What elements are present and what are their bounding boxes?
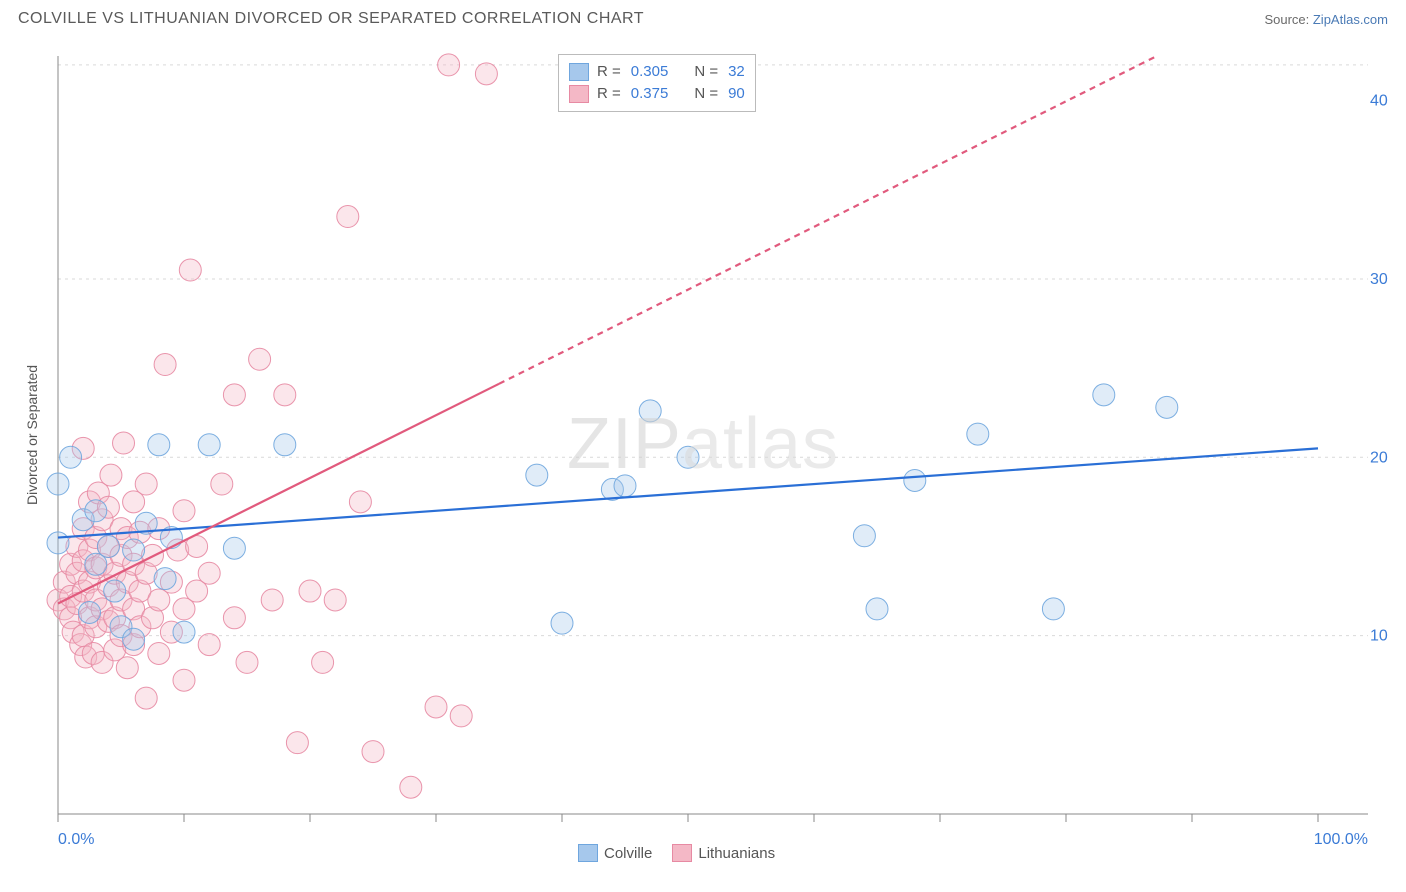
scatter-point (97, 535, 119, 557)
legend-swatch (672, 844, 692, 862)
y-axis-label: Divorced or Separated (24, 365, 40, 505)
scatter-point (324, 589, 346, 611)
scatter-point (123, 628, 145, 650)
legend-stat-row: R = 0.305 N = 32 (569, 61, 745, 83)
scatter-point (47, 473, 69, 495)
scatter-point (60, 446, 82, 468)
legend-swatch (569, 63, 589, 81)
y-tick-label: 10.0% (1370, 628, 1388, 645)
scatter-point (223, 607, 245, 629)
x-tick-label: 100.0% (1314, 831, 1368, 848)
scatter-point (400, 776, 422, 798)
source-prefix: Source: (1264, 12, 1312, 27)
scatter-point (299, 580, 321, 602)
scatter-point (198, 562, 220, 584)
legend-n-value: 32 (728, 61, 745, 83)
legend-series: Colville Lithuanians (578, 844, 775, 862)
y-tick-label: 30.0% (1370, 271, 1388, 288)
legend-n-label: N = (694, 83, 718, 105)
scatter-point (438, 54, 460, 76)
scatter-point (113, 432, 135, 454)
scatter-point (261, 589, 283, 611)
scatter-point (639, 400, 661, 422)
legend-r-label: R = (597, 83, 621, 105)
legend-swatch (569, 85, 589, 103)
scatter-point (274, 384, 296, 406)
scatter-point (198, 434, 220, 456)
legend-series-label: Colville (604, 845, 652, 862)
scatter-point (173, 621, 195, 643)
scatter-point (236, 651, 258, 673)
scatter-point (85, 500, 107, 522)
scatter-point (173, 500, 195, 522)
legend-series-item: Lithuanians (672, 844, 775, 862)
legend-r-value: 0.375 (631, 83, 669, 105)
legend-swatch (578, 844, 598, 862)
scatter-point (148, 434, 170, 456)
scatter-point (198, 634, 220, 656)
scatter-point (904, 469, 926, 491)
scatter-point (475, 63, 497, 85)
scatter-point (123, 539, 145, 561)
scatter-point (135, 687, 157, 709)
scatter-point (853, 525, 875, 547)
scatter-point (211, 473, 233, 495)
chart-header: COLVILLE VS LITHUANIAN DIVORCED OR SEPAR… (0, 0, 1406, 34)
legend-series-item: Colville (578, 844, 652, 862)
scatter-point (614, 475, 636, 497)
legend-n-value: 90 (728, 83, 745, 105)
scatter-point (337, 206, 359, 228)
scatter-point (425, 696, 447, 718)
scatter-point (866, 598, 888, 620)
scatter-point (450, 705, 472, 727)
scatter-point (1156, 396, 1178, 418)
chart-title: COLVILLE VS LITHUANIAN DIVORCED OR SEPAR… (18, 10, 644, 28)
scatter-point (551, 612, 573, 634)
scatter-point (179, 259, 201, 281)
legend-statistics: R = 0.305 N = 32 R = 0.375 N = 90 (558, 54, 756, 112)
legend-r-value: 0.305 (631, 61, 669, 83)
legend-series-label: Lithuanians (698, 845, 775, 862)
scatter-point (1042, 598, 1064, 620)
y-tick-label: 40.0% (1370, 93, 1388, 110)
legend-stat-row: R = 0.375 N = 90 (569, 83, 745, 105)
scatter-point (349, 491, 371, 513)
chart-container: ZIPatlas 0.0%100.0%10.0%20.0%30.0%40.0% … (18, 44, 1388, 878)
scatter-point (677, 446, 699, 468)
scatter-point (249, 348, 271, 370)
scatter-point (223, 537, 245, 559)
scatter-point (967, 423, 989, 445)
scatter-point (148, 642, 170, 664)
chart-source: Source: ZipAtlas.com (1264, 12, 1388, 27)
scatter-point (100, 464, 122, 486)
scatter-point (1093, 384, 1115, 406)
scatter-point (47, 532, 69, 554)
scatter-point (154, 568, 176, 590)
x-tick-label: 0.0% (58, 831, 94, 848)
source-link[interactable]: ZipAtlas.com (1313, 12, 1388, 27)
scatter-point (286, 732, 308, 754)
legend-n-label: N = (694, 61, 718, 83)
scatter-point (223, 384, 245, 406)
scatter-point (79, 601, 101, 623)
scatter-point (312, 651, 334, 673)
scatter-point (116, 657, 138, 679)
legend-r-label: R = (597, 61, 621, 83)
scatter-point (135, 473, 157, 495)
scatter-point (104, 580, 126, 602)
scatter-point (362, 741, 384, 763)
y-tick-label: 20.0% (1370, 449, 1388, 466)
scatter-point (154, 354, 176, 376)
scatter-point (526, 464, 548, 486)
scatter-point (173, 669, 195, 691)
scatter-point (274, 434, 296, 456)
scatter-chart: 0.0% 100.0% 10.0% 20.0% 30.0% 40.0% (18, 44, 1388, 878)
